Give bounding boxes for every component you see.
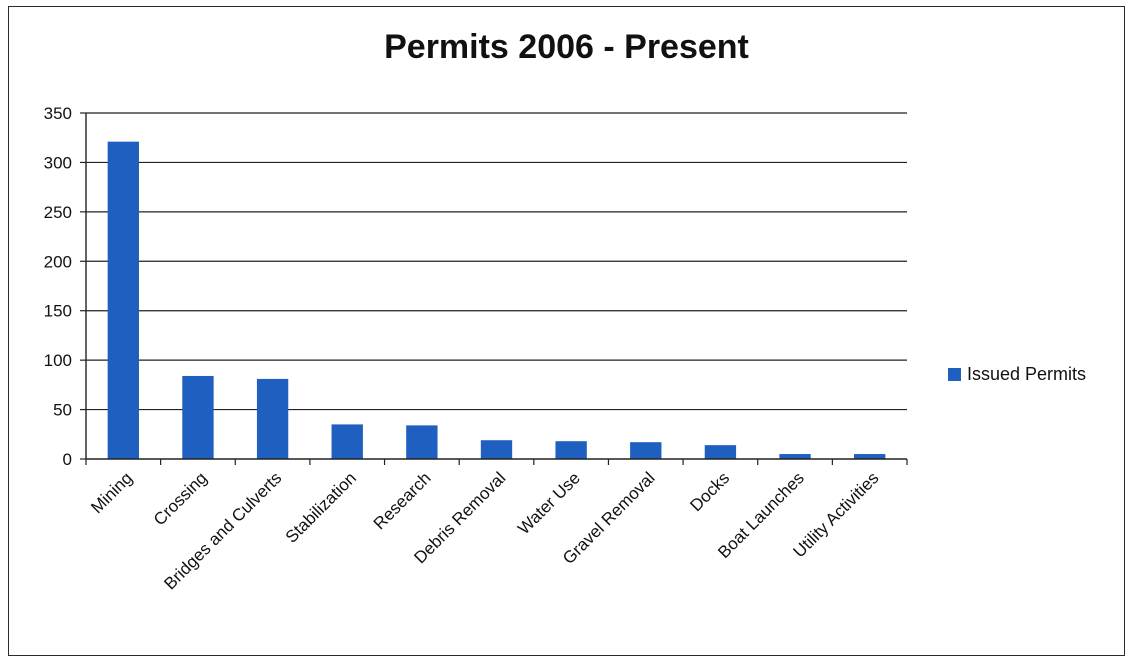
legend-label: Issued Permits	[967, 364, 1087, 384]
bar	[555, 441, 587, 459]
bar	[182, 375, 214, 459]
y-tick-label: 300	[44, 153, 72, 172]
x-tick-label: Mining	[87, 468, 136, 517]
bar	[704, 445, 737, 459]
legend: Issued Permits	[948, 364, 1086, 385]
bar	[107, 141, 139, 459]
bar	[331, 424, 363, 459]
legend-swatch	[948, 368, 961, 381]
gridlines	[86, 112, 907, 411]
x-tick-label: Crossing	[150, 468, 211, 529]
chart-title: Permits 2006 - Present	[384, 28, 749, 66]
y-tick-label: 0	[63, 450, 72, 469]
bars	[107, 141, 886, 459]
bar	[779, 454, 811, 459]
y-tick-label: 100	[44, 351, 72, 370]
y-tick-label: 250	[44, 203, 72, 222]
bar	[480, 440, 513, 459]
y-axis-ticks: 0 50 100 150 200 250 300 350	[44, 104, 86, 469]
bar	[854, 454, 886, 459]
y-tick-label: 150	[44, 302, 72, 321]
bar	[406, 425, 438, 459]
x-tick-label: Stabilization	[282, 468, 360, 546]
x-tick-label: Research	[370, 468, 435, 533]
y-tick-label: 200	[44, 252, 72, 271]
chart-frame	[8, 6, 1125, 656]
bar	[630, 442, 662, 459]
bar	[256, 378, 289, 459]
axes	[85, 113, 908, 465]
y-tick-label: 50	[53, 401, 72, 420]
y-tick-label: 350	[44, 104, 72, 123]
x-tick-label: Docks	[686, 468, 733, 515]
x-tick-label: Water Use	[514, 468, 584, 538]
